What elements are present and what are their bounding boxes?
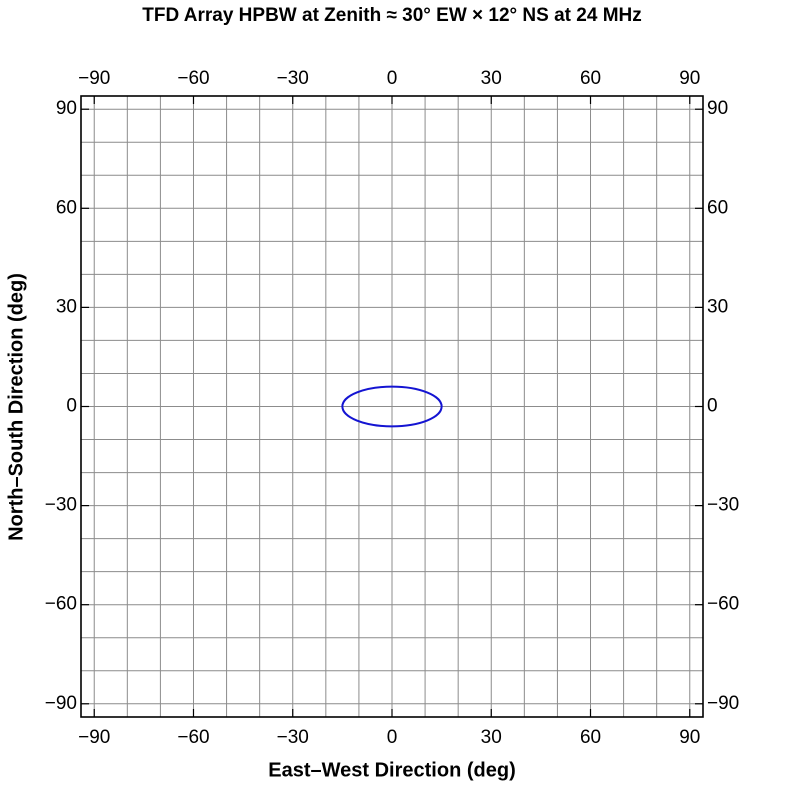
plot-frame xyxy=(80,95,704,718)
x-tick-label: −30 xyxy=(277,727,309,748)
chart-title: TFD Array HPBW at Zenith ≈ 30° EW × 12° … xyxy=(142,5,642,26)
x-tick-label-top: 60 xyxy=(580,68,601,89)
y-tick-label-right: 60 xyxy=(707,197,728,218)
y-tick-label: 90 xyxy=(56,98,77,119)
y-tick-label-right: 30 xyxy=(707,296,728,317)
y-axis-label: North–South Direction (deg) xyxy=(5,273,27,541)
y-tick-label-right: 0 xyxy=(707,396,718,417)
y-tick-label-right: 90 xyxy=(707,98,728,119)
x-tick-label: 90 xyxy=(679,727,700,748)
y-tick-label-right: −60 xyxy=(707,594,739,615)
x-axis-label: East–West Direction (deg) xyxy=(268,759,515,781)
x-tick-label: −90 xyxy=(78,727,110,748)
beam-ellipse xyxy=(341,385,443,428)
x-tick-label-top: −30 xyxy=(277,68,309,89)
x-tick-label: 30 xyxy=(481,727,502,748)
x-tick-label: −60 xyxy=(177,727,209,748)
y-tick-label: 30 xyxy=(56,296,77,317)
y-tick-label: −90 xyxy=(45,693,77,714)
x-tick-label-top: 90 xyxy=(679,68,700,89)
x-tick-label: 0 xyxy=(387,727,398,748)
x-tick-label: 60 xyxy=(580,727,601,748)
x-tick-label-top: 30 xyxy=(481,68,502,89)
x-tick-label-top: −60 xyxy=(177,68,209,89)
x-tick-label-top: −90 xyxy=(78,68,110,89)
x-tick-label-top: 0 xyxy=(387,68,398,89)
y-tick-label: −60 xyxy=(45,594,77,615)
y-tick-label: 60 xyxy=(56,197,77,218)
y-tick-label: −30 xyxy=(45,495,77,516)
y-tick-label-right: −30 xyxy=(707,495,739,516)
y-tick-label: 0 xyxy=(66,396,77,417)
y-tick-label-right: −90 xyxy=(707,693,739,714)
